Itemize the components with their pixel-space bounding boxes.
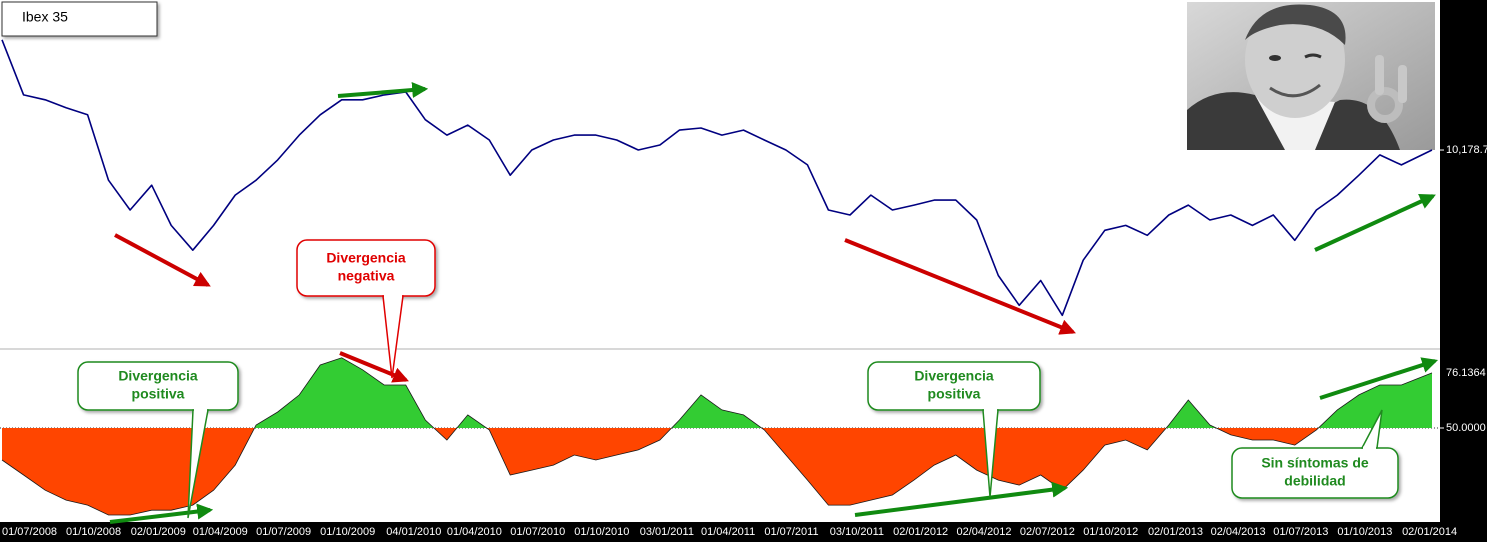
annotation-text: debilidad (1284, 473, 1345, 489)
x-tick-label: 04/01/2010 (386, 526, 441, 538)
time-axis-strip (0, 522, 1487, 542)
photo (1187, 2, 1435, 150)
callout-box (1231, 447, 1399, 499)
callout-box (77, 361, 239, 411)
indicator-line (1, 357, 1433, 516)
x-tick-label: 01/10/2009 (320, 526, 375, 538)
x-tick-label: 02/01/2012 (893, 526, 948, 538)
callout: Divergencia positiva (867, 361, 1041, 498)
callout: Divergencia negativa (296, 239, 436, 379)
last-value-label: 76.1364 (1446, 367, 1486, 379)
arrows (109, 82, 1439, 524)
x-tick-label: 01/10/2010 (574, 526, 629, 538)
y-tick-label: 50.0000 (1446, 422, 1486, 434)
x-tick-label: 03/01/2011 (640, 526, 694, 538)
x-tick-label: 02/07/2012 (1020, 526, 1075, 538)
callout-box (867, 361, 1041, 411)
x-tick-label: 03/10/2011 (830, 526, 884, 538)
x-tick-label: 02/04/2013 (1211, 526, 1266, 538)
y-tick-label: 10,178.7 (1446, 144, 1487, 156)
annotations: DivergencianegativaDivergenciapositivaDi… (77, 239, 1399, 519)
callout-box (296, 239, 436, 297)
annotation-text: Divergencia (326, 250, 406, 266)
x-tick-label: 01/07/2013 (1273, 526, 1328, 538)
area-above (2, 357, 1432, 428)
annotation-text: Sin síntomas de (1261, 455, 1369, 471)
annotation-text: Divergencia (914, 368, 994, 384)
price-axis-strip (1440, 0, 1487, 542)
title-box: Ibex 35 (1, 1, 158, 37)
annotation-text: Divergencia (118, 368, 198, 384)
x-tick-label: 01/04/2009 (193, 526, 248, 538)
x-tick-label: 02/01/2013 (1148, 526, 1203, 538)
x-tick-label: 01/07/2010 (510, 526, 565, 538)
annotation-text: negativa (338, 268, 395, 284)
x-tick-label: 01/04/2010 (447, 526, 502, 538)
price-line (1, 39, 1433, 317)
x-tick-label: 02/01/2014 (1402, 526, 1457, 538)
x-tick-label: 02/04/2012 (956, 526, 1011, 538)
x-tick-label: 01/04/2011 (701, 526, 755, 538)
x-tick-label: 01/10/2008 (66, 526, 121, 538)
x-tick-label: 01/07/2009 (256, 526, 311, 538)
x-tick-label: 01/07/2008 (2, 526, 57, 538)
callout: Sin síntomas de debilidad (1231, 409, 1399, 499)
callout: Divergencia positiva (77, 361, 239, 519)
annotation-text: positiva (928, 386, 981, 402)
x-tick-label: 02/01/2009 (131, 526, 186, 538)
x-tick-label: 01/10/2013 (1337, 526, 1392, 538)
x-tick-label: 01/07/2011 (764, 526, 818, 538)
annotation-text: positiva (132, 386, 185, 402)
x-tick-label: 01/10/2012 (1083, 526, 1138, 538)
chart-title: Ibex 35 (22, 9, 68, 25)
